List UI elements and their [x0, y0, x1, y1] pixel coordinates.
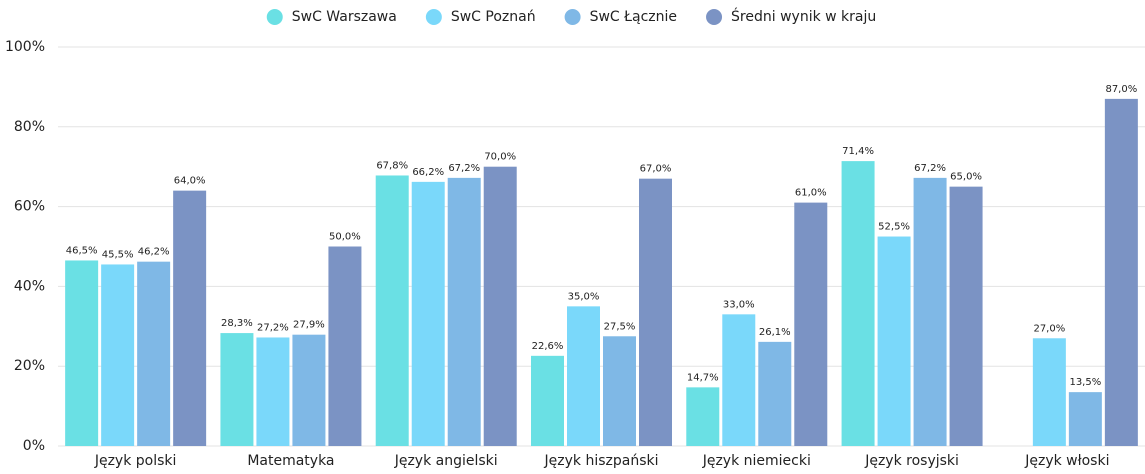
bar: [173, 190, 207, 446]
bar: [137, 261, 171, 446]
value-label: 27,0%: [1033, 323, 1065, 334]
value-label: 28,3%: [221, 318, 253, 329]
x-tick-label: Język angielski: [394, 453, 498, 469]
bar: [603, 336, 636, 446]
value-label: 13,5%: [1069, 377, 1101, 388]
x-tick-label: Język włoski: [1024, 453, 1109, 469]
y-tick-label: 20%: [14, 358, 45, 374]
bar: [794, 202, 828, 446]
x-tick-label: Język polski: [94, 453, 177, 469]
bar: [531, 355, 564, 446]
bar: [483, 166, 517, 446]
value-label: 27,2%: [257, 322, 289, 333]
value-label: 33,0%: [723, 299, 755, 310]
value-label: 65,0%: [950, 172, 982, 183]
value-label: 67,2%: [448, 163, 480, 174]
value-label: 70,0%: [484, 152, 516, 163]
legend-label: SwC Warszawa: [292, 9, 397, 25]
bar: [722, 314, 756, 446]
bar: [447, 177, 481, 446]
x-tick-label: Język rosyjski: [864, 453, 959, 469]
value-label: 87,0%: [1105, 84, 1137, 95]
value-label: 67,2%: [914, 163, 946, 174]
value-label: 67,0%: [640, 164, 672, 175]
bar: [375, 175, 409, 446]
legend-marker: [706, 9, 723, 25]
bar: [877, 236, 911, 446]
value-label: 14,7%: [687, 372, 719, 383]
value-label: 46,2%: [138, 247, 170, 258]
legend-marker: [564, 9, 581, 25]
legend-label: SwC Łącznie: [590, 9, 677, 25]
bar: [65, 260, 99, 446]
value-label: 26,1%: [759, 327, 791, 338]
value-label: 27,9%: [293, 320, 325, 331]
bar: [758, 341, 792, 446]
legend-label: Średni wynik w kraju: [731, 7, 876, 25]
bar: [1104, 98, 1138, 447]
value-label: 45,5%: [102, 249, 134, 260]
value-label: 46,5%: [66, 245, 98, 256]
bar: [1032, 338, 1066, 446]
bar: [841, 161, 875, 446]
value-label: 61,0%: [795, 188, 827, 199]
x-tick-label: Matematyka: [247, 453, 334, 469]
value-label: 35,0%: [568, 291, 600, 302]
y-tick-label: 100%: [5, 39, 45, 55]
y-tick-label: 0%: [23, 438, 45, 454]
value-label: 66,2%: [412, 167, 444, 178]
bar: [913, 177, 947, 446]
value-label: 71,4%: [842, 146, 874, 157]
bar: [686, 387, 720, 446]
bar: [639, 178, 672, 447]
legend-marker: [425, 9, 442, 25]
bar: [567, 306, 600, 446]
value-label: 27,5%: [604, 321, 636, 332]
x-tick-label: Język niemiecki: [702, 453, 811, 469]
value-label: 52,5%: [878, 222, 910, 233]
value-label: 67,8%: [376, 160, 408, 171]
legend-marker: [266, 9, 283, 25]
x-tick-label: Język hiszpański: [544, 453, 659, 469]
bar: [411, 181, 445, 446]
bar: [220, 333, 254, 446]
y-tick-label: 80%: [14, 119, 45, 135]
y-tick-label: 40%: [14, 278, 45, 294]
bar: [949, 186, 983, 446]
value-label: 64,0%: [174, 176, 206, 187]
bar: [101, 264, 135, 446]
bar: [292, 334, 326, 446]
bar: [256, 337, 290, 446]
bar: [328, 246, 362, 446]
legend-label: SwC Poznań: [451, 9, 536, 25]
bar: [1068, 392, 1102, 446]
value-label: 22,6%: [532, 341, 564, 352]
y-tick-label: 60%: [14, 199, 45, 215]
value-label: 50,0%: [329, 232, 361, 243]
